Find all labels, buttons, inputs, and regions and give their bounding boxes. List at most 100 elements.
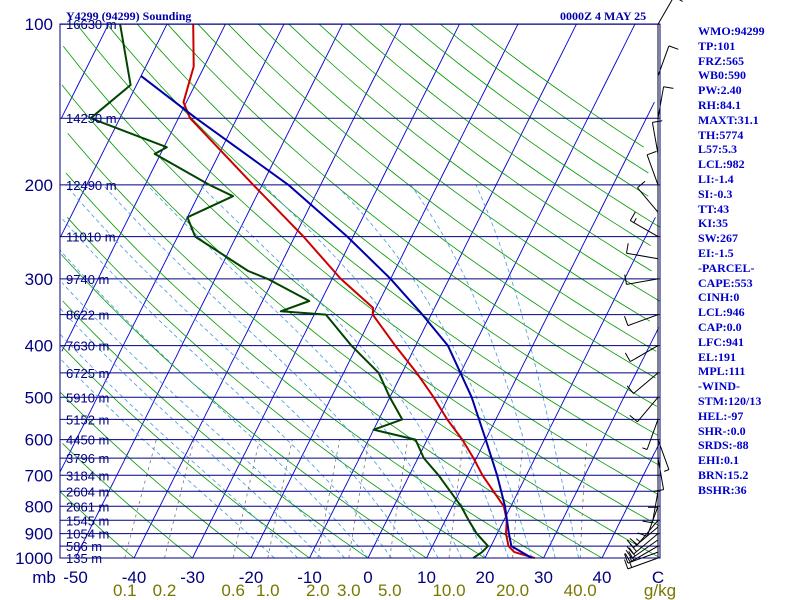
index-value: MPL:111 [698, 364, 746, 379]
dry-adiabat-line [470, 23, 645, 148]
height-label: 8622 m [66, 308, 109, 323]
index-value: STM:120/13 [698, 393, 762, 408]
mixing-ratio-unit-label: g/kg [644, 581, 676, 600]
wind-barb-flag [626, 539, 634, 548]
wind-barb-half-flag [635, 538, 641, 543]
index-value: RH:84.1 [698, 97, 741, 112]
dry-adiabat-line [440, 23, 649, 174]
index-value: SI:-0.3 [698, 186, 733, 201]
wind-barb-flag [629, 415, 638, 423]
height-label: 14250 m [66, 111, 117, 126]
moist-adiabat-line [60, 217, 392, 559]
pressure-tick-label: 500 [25, 388, 53, 407]
wind-barb-staff [631, 539, 659, 559]
wind-barb-flag [679, 0, 683, 2]
temperature-tick-label: -50 [63, 568, 88, 587]
wind-barb-staff [630, 545, 659, 563]
index-value: SW:267 [698, 231, 739, 246]
isotherm-line [543, 327, 660, 559]
index-value: BRN:15.2 [698, 467, 749, 482]
index-value: TT:43 [698, 201, 730, 216]
sounding-profiles [89, 24, 535, 559]
pressure-tick-label: 600 [25, 431, 53, 450]
index-value: LFC:941 [698, 334, 744, 349]
height-label: 5910 m [66, 390, 109, 405]
height-label: 2604 m [66, 484, 109, 499]
dry-adiabat-line [379, 23, 661, 228]
mixing-ratio-line [124, 439, 157, 559]
wind-barb-flag [624, 559, 629, 570]
mixing-ratio-line [348, 439, 370, 559]
height-label: 7630 m [66, 339, 109, 354]
dry-adiabat-line [288, 23, 660, 302]
wind-barb-staff [651, 122, 659, 154]
mixing-ratio-tick-label: 0.1 [113, 581, 137, 600]
wind-barb-flag [646, 150, 657, 156]
wind-barb-flag [628, 551, 635, 561]
height-label: 3184 m [66, 468, 109, 483]
index-value: FRZ:565 [698, 53, 744, 68]
temperature-tick-label: 20 [476, 568, 495, 587]
temperature-tick-label: -10 [297, 568, 322, 587]
dry-adiabat-line [258, 23, 651, 322]
index-value: TH:5774 [698, 127, 744, 142]
height-label: 135 m [66, 551, 102, 566]
wind-barb-flag [626, 243, 629, 254]
mixing-ratio-tick-label: 1.0 [256, 581, 280, 600]
wind-barb-flag [624, 274, 627, 285]
dry-adiabat-line [60, 392, 252, 559]
index-value: TP:101 [698, 38, 736, 53]
index-value: HEL:-97 [698, 408, 744, 423]
index-value: LCL:946 [698, 305, 745, 320]
parcel-line [140, 75, 533, 559]
wind-barb-staff [626, 252, 659, 260]
wind-barb-flag [624, 316, 629, 326]
temperature-tick-label: 0 [363, 568, 372, 587]
dry-adiabat-line [228, 23, 657, 352]
index-value: PW:2.40 [698, 83, 742, 98]
height-label: 2061 m [66, 499, 109, 514]
wind-barb-staff [646, 419, 659, 450]
wind-barb-staff [630, 345, 659, 363]
index-value: SRDS:-88 [698, 438, 749, 453]
height-label: 12490 m [66, 178, 117, 193]
index-value: LCL:982 [698, 157, 745, 172]
wind-barb-flag [637, 180, 646, 189]
wind-barb-staff [626, 278, 659, 285]
wind-barb-staff [630, 220, 659, 238]
pressure-tick-label: 900 [25, 525, 53, 544]
dry-adiabat-line [65, 172, 544, 559]
isotherm-line [426, 101, 655, 559]
wind-barb-staff [637, 187, 659, 213]
isotherm-line [60, 23, 168, 237]
isotherm-line [192, 23, 460, 559]
sounding-datetime: 0000Z 4 MAY 25 [560, 9, 647, 23]
wind-barb-flag [668, 45, 679, 50]
moist-adiabat-line [146, 184, 462, 559]
moist-adiabat-line [65, 184, 416, 559]
moist-adiabat-line [102, 184, 439, 559]
wind-barb-flag [637, 532, 648, 537]
index-value: EHI:0.1 [698, 453, 740, 468]
index-value: CAPE:553 [698, 275, 753, 290]
height-label: 6725 m [66, 366, 109, 381]
wind-barb-flag [626, 546, 634, 555]
wind-barb-flag [626, 385, 634, 394]
index-value: LI:-1.4 [698, 171, 734, 186]
dry-adiabat-line [61, 254, 427, 559]
dry-adiabat-line [318, 23, 652, 272]
dry-adiabat-line [106, 23, 660, 466]
index-value: EL:191 [698, 349, 737, 364]
index-value: KI:35 [698, 216, 728, 231]
mixing-ratio-line [389, 439, 409, 559]
wind-barb-half-flag [642, 447, 648, 450]
axis-labels: 0.1 0.2 0.6 1.0 2.0 3.0 5.0 10.0 20.0 40.0 g/kg -50… [15, 15, 676, 600]
pressure-tick-label: 400 [25, 337, 53, 356]
moist-adiabat-line [61, 282, 345, 559]
mixing-ratio-lines [124, 439, 588, 559]
index-value: WMO:94299 [698, 24, 765, 38]
dry-adiabat-line [409, 23, 649, 197]
wind-barb-flag [629, 538, 638, 546]
dry-adiabat-line [137, 23, 659, 437]
